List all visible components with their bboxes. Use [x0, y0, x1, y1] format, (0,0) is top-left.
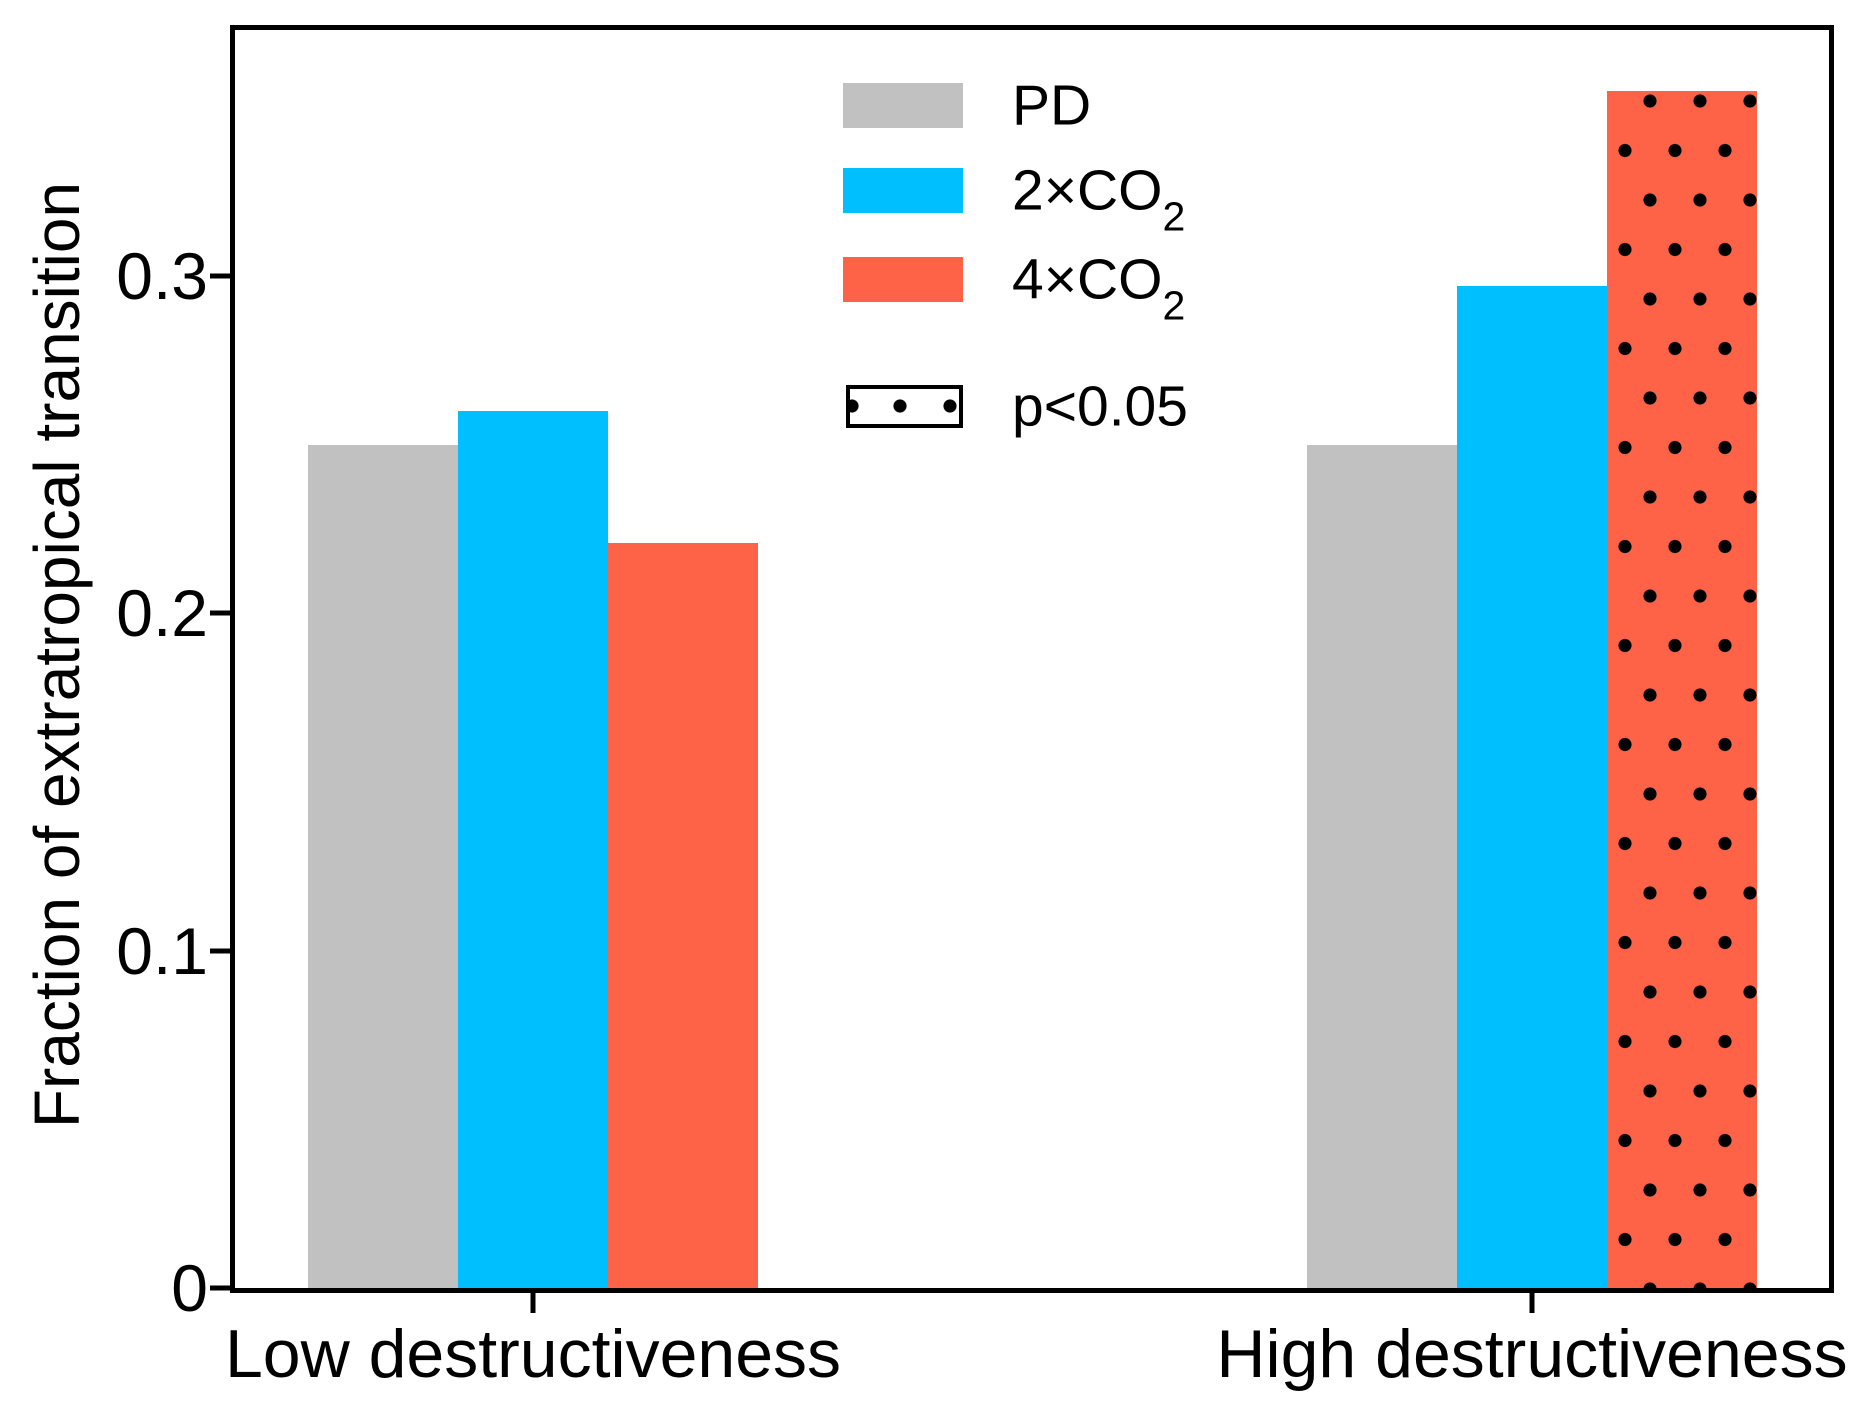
- x-tick-mark-low: [530, 1288, 536, 1313]
- y-tick-label-0p3: 0.3: [116, 239, 208, 314]
- legend-swatch-4xco2: [843, 257, 963, 302]
- legend-label-2xco2-sub: 2: [1162, 193, 1186, 240]
- x-tick-mark-high: [1529, 1288, 1535, 1313]
- bar-2xco2-low: [458, 411, 608, 1288]
- legend-label-pd: PD: [1012, 77, 1091, 135]
- legend-swatch-pd: [843, 83, 963, 128]
- y-axis-label: Fraction of extratropical transition: [21, 181, 93, 1129]
- y-tick-label-0p2: 0.2: [116, 576, 208, 651]
- bar-4xco2-high: [1607, 90, 1757, 1288]
- bar-pd-low: [308, 444, 458, 1288]
- bar-pd-high: [1307, 444, 1457, 1288]
- legend-label-2xco2-text: 2×CO: [1012, 158, 1163, 223]
- x-tick-label-low: Low destructiveness: [224, 1316, 842, 1392]
- x-tick-label-high: High destructiveness: [1216, 1316, 1848, 1392]
- legend-label-2xco2: 2×CO2: [1012, 162, 1185, 237]
- y-tick-mark-0p2: [210, 610, 230, 616]
- legend-label-significance: p<0.05: [1012, 378, 1188, 436]
- y-tick-label-0p1: 0.1: [116, 913, 208, 988]
- significance-dotted-swatch: [846, 385, 963, 428]
- plot-area: 0 0.1 0.2 0.3 Low destructiveness High d…: [116, 25, 1848, 1388]
- bar-4xco2-low: [608, 542, 758, 1288]
- y-tick-mark-0: [210, 1285, 230, 1291]
- bar-2xco2-high: [1457, 286, 1607, 1288]
- legend-swatch-2xco2: [843, 168, 963, 213]
- legend-label-4xco2: 4×CO2: [1012, 251, 1185, 326]
- y-tick-mark-0p1: [210, 948, 230, 954]
- legend-label-significance-text: p<0.05: [1012, 374, 1188, 439]
- y-tick-label-0: 0: [171, 1251, 208, 1325]
- legend-label-4xco2-text: 4×CO: [1012, 247, 1163, 312]
- y-tick-mark-0p3: [210, 273, 230, 279]
- legend-label-pd-text: PD: [1012, 73, 1092, 138]
- legend-label-4xco2-sub: 2: [1162, 282, 1186, 329]
